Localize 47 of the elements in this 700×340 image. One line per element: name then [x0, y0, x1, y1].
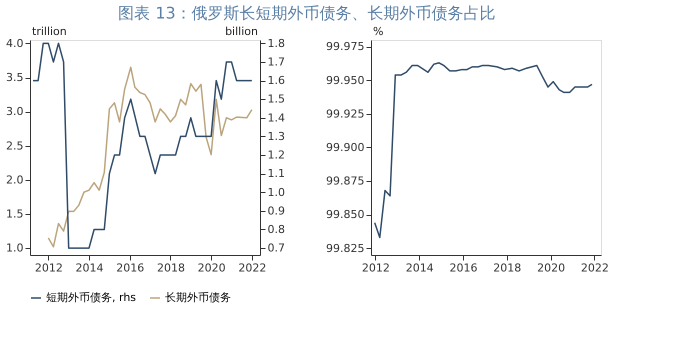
- y2-tick-label: 0.7: [268, 242, 285, 255]
- legend-label: 长期外币债务: [165, 291, 231, 304]
- y2-tick-label: 1.3: [268, 130, 285, 143]
- text: %: [373, 25, 384, 38]
- x-tick-label: 2020: [198, 262, 226, 274]
- line-series: [32, 42, 253, 249]
- y-tick-label: 4.0: [6, 36, 24, 50]
- y2-tick-label: 1.1: [268, 167, 285, 180]
- x-tick-label: 2018: [493, 262, 522, 274]
- x-tick-label: 2020: [537, 262, 566, 274]
- y-tick-label: 99.825: [326, 242, 364, 255]
- y2-tick-label: 1.6: [268, 74, 285, 88]
- y2-tick-label: 1.0: [268, 186, 285, 199]
- x-tick-label: 2016: [116, 262, 144, 274]
- y2-tick-label: 1.5: [268, 92, 285, 106]
- y-tick-label: 3.0: [6, 105, 24, 118]
- y-tick-label: 99.850: [326, 208, 364, 222]
- text: trillion: [32, 25, 67, 38]
- text: 图表 13：俄罗斯长短期外币债务、长期外币债务占比: [118, 4, 496, 22]
- x-tick-label: 2014: [406, 262, 434, 274]
- x-tick-label: 2022: [580, 262, 609, 274]
- y-tick-label: 99.925: [326, 107, 364, 120]
- y2-tick-label: 0.9: [268, 204, 285, 218]
- x-tick-label: 2012: [34, 262, 63, 274]
- y2-tick-label: 1.4: [268, 111, 285, 124]
- x-tick-label: 2014: [76, 262, 104, 274]
- legend-label: 短期外币债务, rhs: [46, 291, 136, 304]
- y2-tick-label: 1.7: [268, 55, 285, 68]
- y-tick-label: 99.950: [326, 74, 364, 87]
- y-tick-label: 1.0: [6, 242, 24, 255]
- text: billion: [225, 25, 258, 38]
- y2-tick-label: 1.8: [268, 36, 285, 50]
- y-tick-label: 99.975: [326, 40, 364, 54]
- y2-tick-label: 1.2: [268, 148, 285, 162]
- line-series: [48, 66, 253, 248]
- x-tick-label: 2016: [450, 262, 478, 274]
- y-tick-label: 2.5: [6, 139, 24, 152]
- y-tick-label: 2.0: [6, 173, 24, 186]
- x-tick-label: 2018: [156, 262, 185, 274]
- y-tick-label: 99.875: [326, 174, 364, 188]
- y-tick-label: 3.5: [6, 71, 24, 84]
- y-tick-label: 99.900: [326, 141, 364, 154]
- y2-tick-label: 0.8: [268, 223, 285, 236]
- y-tick-label: 1.5: [6, 208, 24, 221]
- x-tick-label: 2012: [362, 262, 390, 274]
- x-tick-label: 2022: [238, 262, 266, 274]
- line-series: [374, 62, 593, 238]
